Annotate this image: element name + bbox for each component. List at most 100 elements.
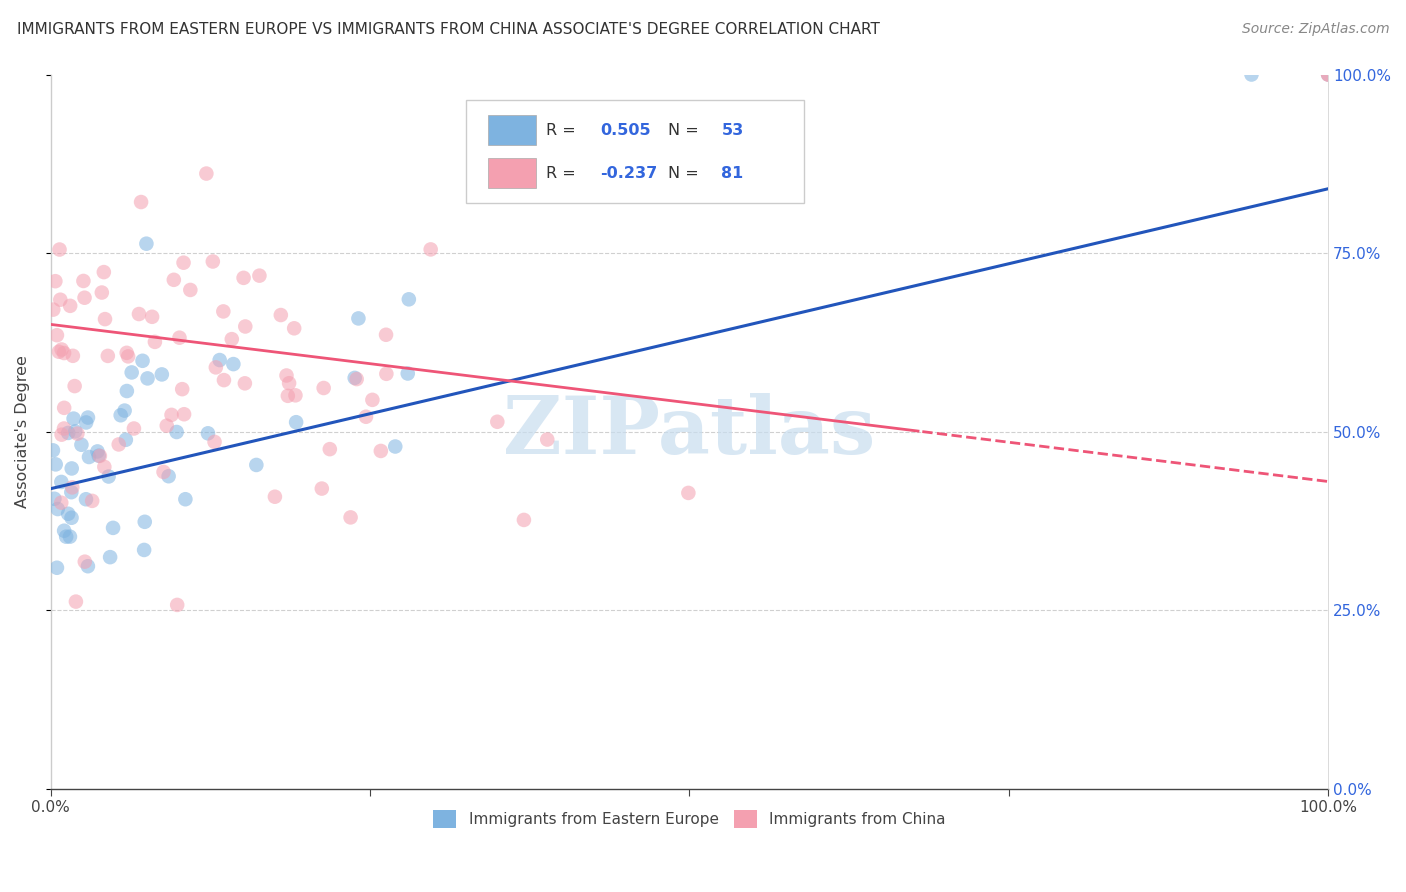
- Text: 0.505: 0.505: [600, 122, 651, 137]
- Point: [77, 450, 100, 464]
- Point: [63, 379, 86, 393]
- Point: [134, 543, 156, 558]
- Point: [56, 507, 79, 521]
- Point: [86, 444, 108, 458]
- Point: [77, 559, 100, 574]
- FancyBboxPatch shape: [488, 159, 536, 188]
- Point: [201, 254, 224, 268]
- Point: [49, 293, 72, 307]
- Point: [75, 492, 97, 507]
- Point: [75, 416, 97, 430]
- Point: [141, 310, 163, 324]
- Point: [51, 343, 73, 357]
- Point: [60, 480, 83, 494]
- Point: [221, 332, 243, 346]
- Point: [249, 268, 271, 283]
- Point: [45, 328, 67, 343]
- Point: [55, 530, 77, 544]
- Point: [110, 409, 132, 423]
- Point: [60, 510, 83, 524]
- Point: [129, 194, 152, 209]
- Point: [343, 371, 366, 385]
- Point: [166, 598, 188, 612]
- Point: [122, 421, 145, 435]
- Text: IMMIGRANTS FROM EASTERN EUROPE VS IMMIGRANTS FROM CHINA ASSOCIATE'S DEGREE CORRE: IMMIGRANTS FROM EASTERN EUROPE VS IMMIGR…: [17, 22, 880, 37]
- Point: [1317, 68, 1340, 82]
- Point: [51, 496, 73, 510]
- Point: [82, 494, 104, 508]
- Point: [121, 366, 143, 380]
- Point: [536, 433, 558, 447]
- Point: [1317, 68, 1340, 82]
- Text: N =: N =: [668, 166, 703, 181]
- Point: [56, 425, 79, 440]
- Point: [396, 367, 419, 381]
- Text: R =: R =: [547, 166, 581, 181]
- Point: [115, 433, 138, 447]
- Point: [370, 444, 392, 458]
- Point: [270, 308, 292, 322]
- Point: [233, 319, 256, 334]
- Point: [46, 502, 69, 516]
- Point: [197, 426, 219, 441]
- Point: [212, 304, 235, 318]
- Point: [62, 411, 84, 425]
- Point: [136, 371, 159, 385]
- Point: [115, 346, 138, 360]
- Point: [73, 555, 96, 569]
- Point: [134, 515, 156, 529]
- Point: [174, 492, 197, 507]
- Point: [245, 458, 267, 472]
- Point: [114, 403, 136, 417]
- Point: [486, 415, 509, 429]
- Point: [204, 434, 226, 449]
- Point: [212, 373, 235, 387]
- Point: [264, 490, 287, 504]
- Point: [90, 285, 112, 300]
- Point: [94, 312, 117, 326]
- Point: [42, 443, 65, 458]
- Point: [131, 353, 153, 368]
- Point: [44, 491, 66, 506]
- Point: [143, 334, 166, 349]
- Point: [59, 530, 82, 544]
- Point: [150, 368, 173, 382]
- Point: [135, 236, 157, 251]
- Point: [152, 465, 174, 479]
- Point: [347, 311, 370, 326]
- Point: [115, 384, 138, 398]
- Point: [53, 421, 76, 435]
- Point: [678, 486, 700, 500]
- Point: [101, 521, 124, 535]
- Text: ZIPatlas: ZIPatlas: [503, 392, 876, 470]
- Point: [62, 349, 84, 363]
- Point: [346, 372, 368, 386]
- Point: [277, 389, 299, 403]
- Point: [173, 255, 195, 269]
- Point: [169, 331, 191, 345]
- Point: [222, 357, 245, 371]
- FancyBboxPatch shape: [488, 115, 536, 145]
- Point: [98, 550, 121, 565]
- Point: [339, 510, 361, 524]
- Text: N =: N =: [668, 122, 703, 137]
- Point: [128, 307, 150, 321]
- Point: [46, 560, 69, 574]
- Point: [60, 461, 83, 475]
- Point: [70, 438, 93, 452]
- Point: [283, 321, 305, 335]
- Point: [51, 427, 73, 442]
- Point: [51, 475, 73, 489]
- Text: -0.237: -0.237: [600, 166, 658, 181]
- Point: [160, 408, 183, 422]
- Point: [53, 346, 76, 360]
- Point: [284, 388, 307, 402]
- Point: [48, 243, 70, 257]
- Point: [107, 437, 129, 451]
- Point: [276, 368, 298, 383]
- Point: [285, 415, 308, 429]
- Text: 81: 81: [721, 166, 744, 181]
- Point: [172, 382, 194, 396]
- Point: [208, 353, 231, 368]
- Point: [93, 265, 115, 279]
